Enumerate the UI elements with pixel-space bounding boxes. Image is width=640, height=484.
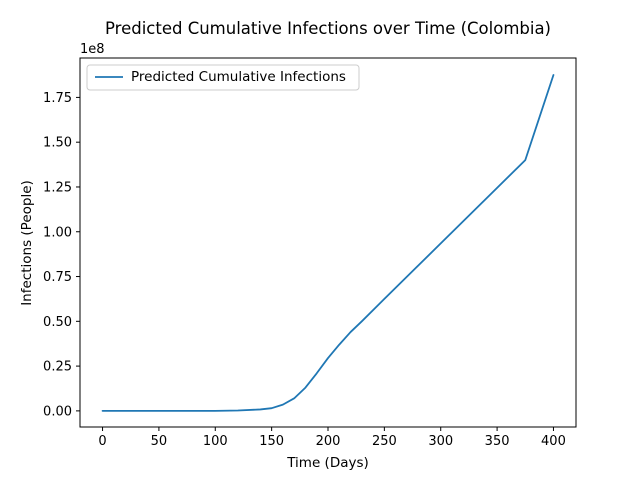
y-tick-label: 0.25 (43, 360, 72, 375)
y-tick-label: 1.50 (43, 136, 72, 151)
y-axis-title: Infections (People) (19, 180, 35, 306)
x-tick-label: 250 (372, 434, 397, 449)
series-line (101, 74, 555, 412)
x-tick-label: 0 (98, 434, 106, 449)
x-tick-label: 350 (485, 434, 510, 449)
y-tick-label: 0.00 (43, 404, 72, 419)
ticks-layer: 0 50 100 150 200 250 300 350 400 0.00 0.25 0.50 0.75… (43, 91, 566, 449)
plot-frame (79, 57, 577, 428)
x-axis-title: Time (Days) (286, 455, 369, 471)
y-axis-offset-label: 1e8 (80, 42, 105, 57)
x-tick-label: 400 (541, 434, 566, 449)
legend-box (86, 64, 360, 91)
y-tick-label: 0.50 (43, 315, 72, 330)
x-tick-label: 50 (151, 434, 168, 449)
y-tick-label: 1.75 (43, 91, 72, 106)
chart-title: Predicted Cumulative Infections over Tim… (105, 19, 551, 38)
legend-label: Predicted Cumulative Infections (131, 69, 346, 85)
legend: Predicted Cumulative Infections (86, 64, 360, 91)
y-tick-label: 0.75 (43, 270, 72, 285)
y-tick-label: 1.00 (43, 225, 72, 240)
series-layer (101, 74, 555, 412)
x-tick-label: 300 (428, 434, 453, 449)
x-tick-label: 150 (259, 434, 284, 449)
x-tick-label: 200 (316, 434, 341, 449)
y-tick-label: 1.25 (43, 180, 72, 195)
x-tick-label: 100 (203, 434, 228, 449)
